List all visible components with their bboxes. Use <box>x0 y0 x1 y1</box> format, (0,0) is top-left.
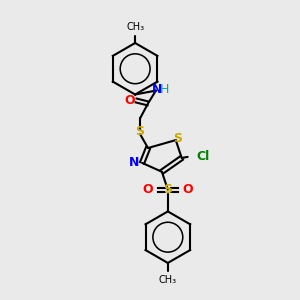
Text: S: S <box>136 125 145 138</box>
Text: CH₃: CH₃ <box>126 22 144 32</box>
Text: S: S <box>163 183 172 196</box>
Text: N: N <box>152 83 162 96</box>
Text: Cl: Cl <box>196 150 210 164</box>
Text: O: O <box>124 94 134 107</box>
Text: O: O <box>182 183 193 196</box>
Text: N: N <box>129 156 139 170</box>
Text: CH₃: CH₃ <box>159 275 177 285</box>
Text: S: S <box>173 132 182 145</box>
Text: H: H <box>160 83 170 96</box>
Text: O: O <box>143 183 153 196</box>
